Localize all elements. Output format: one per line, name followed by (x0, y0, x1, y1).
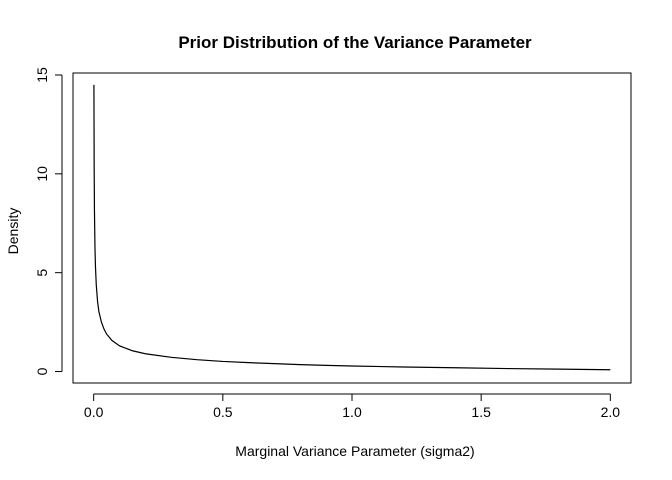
y-tick-label: 15 (34, 67, 50, 83)
density-curve (93, 84, 611, 371)
y-axis: 0 5 10 15 (34, 67, 63, 375)
x-axis-label: Marginal Variance Parameter (sigma2) (235, 443, 474, 459)
y-tick-label: 5 (34, 269, 50, 277)
plot-frame (72, 72, 632, 384)
x-tick-label: 1.5 (471, 404, 491, 420)
x-tick-label: 0.5 (213, 404, 233, 420)
x-tick-label: 2.0 (601, 404, 621, 420)
chart-title: Prior Distribution of the Variance Param… (178, 33, 532, 52)
y-tick-label: 10 (34, 166, 50, 182)
x-axis: 0.0 0.5 1.0 1.5 2.0 (84, 393, 621, 420)
y-tick-label: 0 (34, 367, 50, 375)
x-tick-label: 0.0 (84, 404, 104, 420)
y-axis-label: Density (5, 208, 21, 255)
x-tick-label: 1.0 (342, 404, 362, 420)
